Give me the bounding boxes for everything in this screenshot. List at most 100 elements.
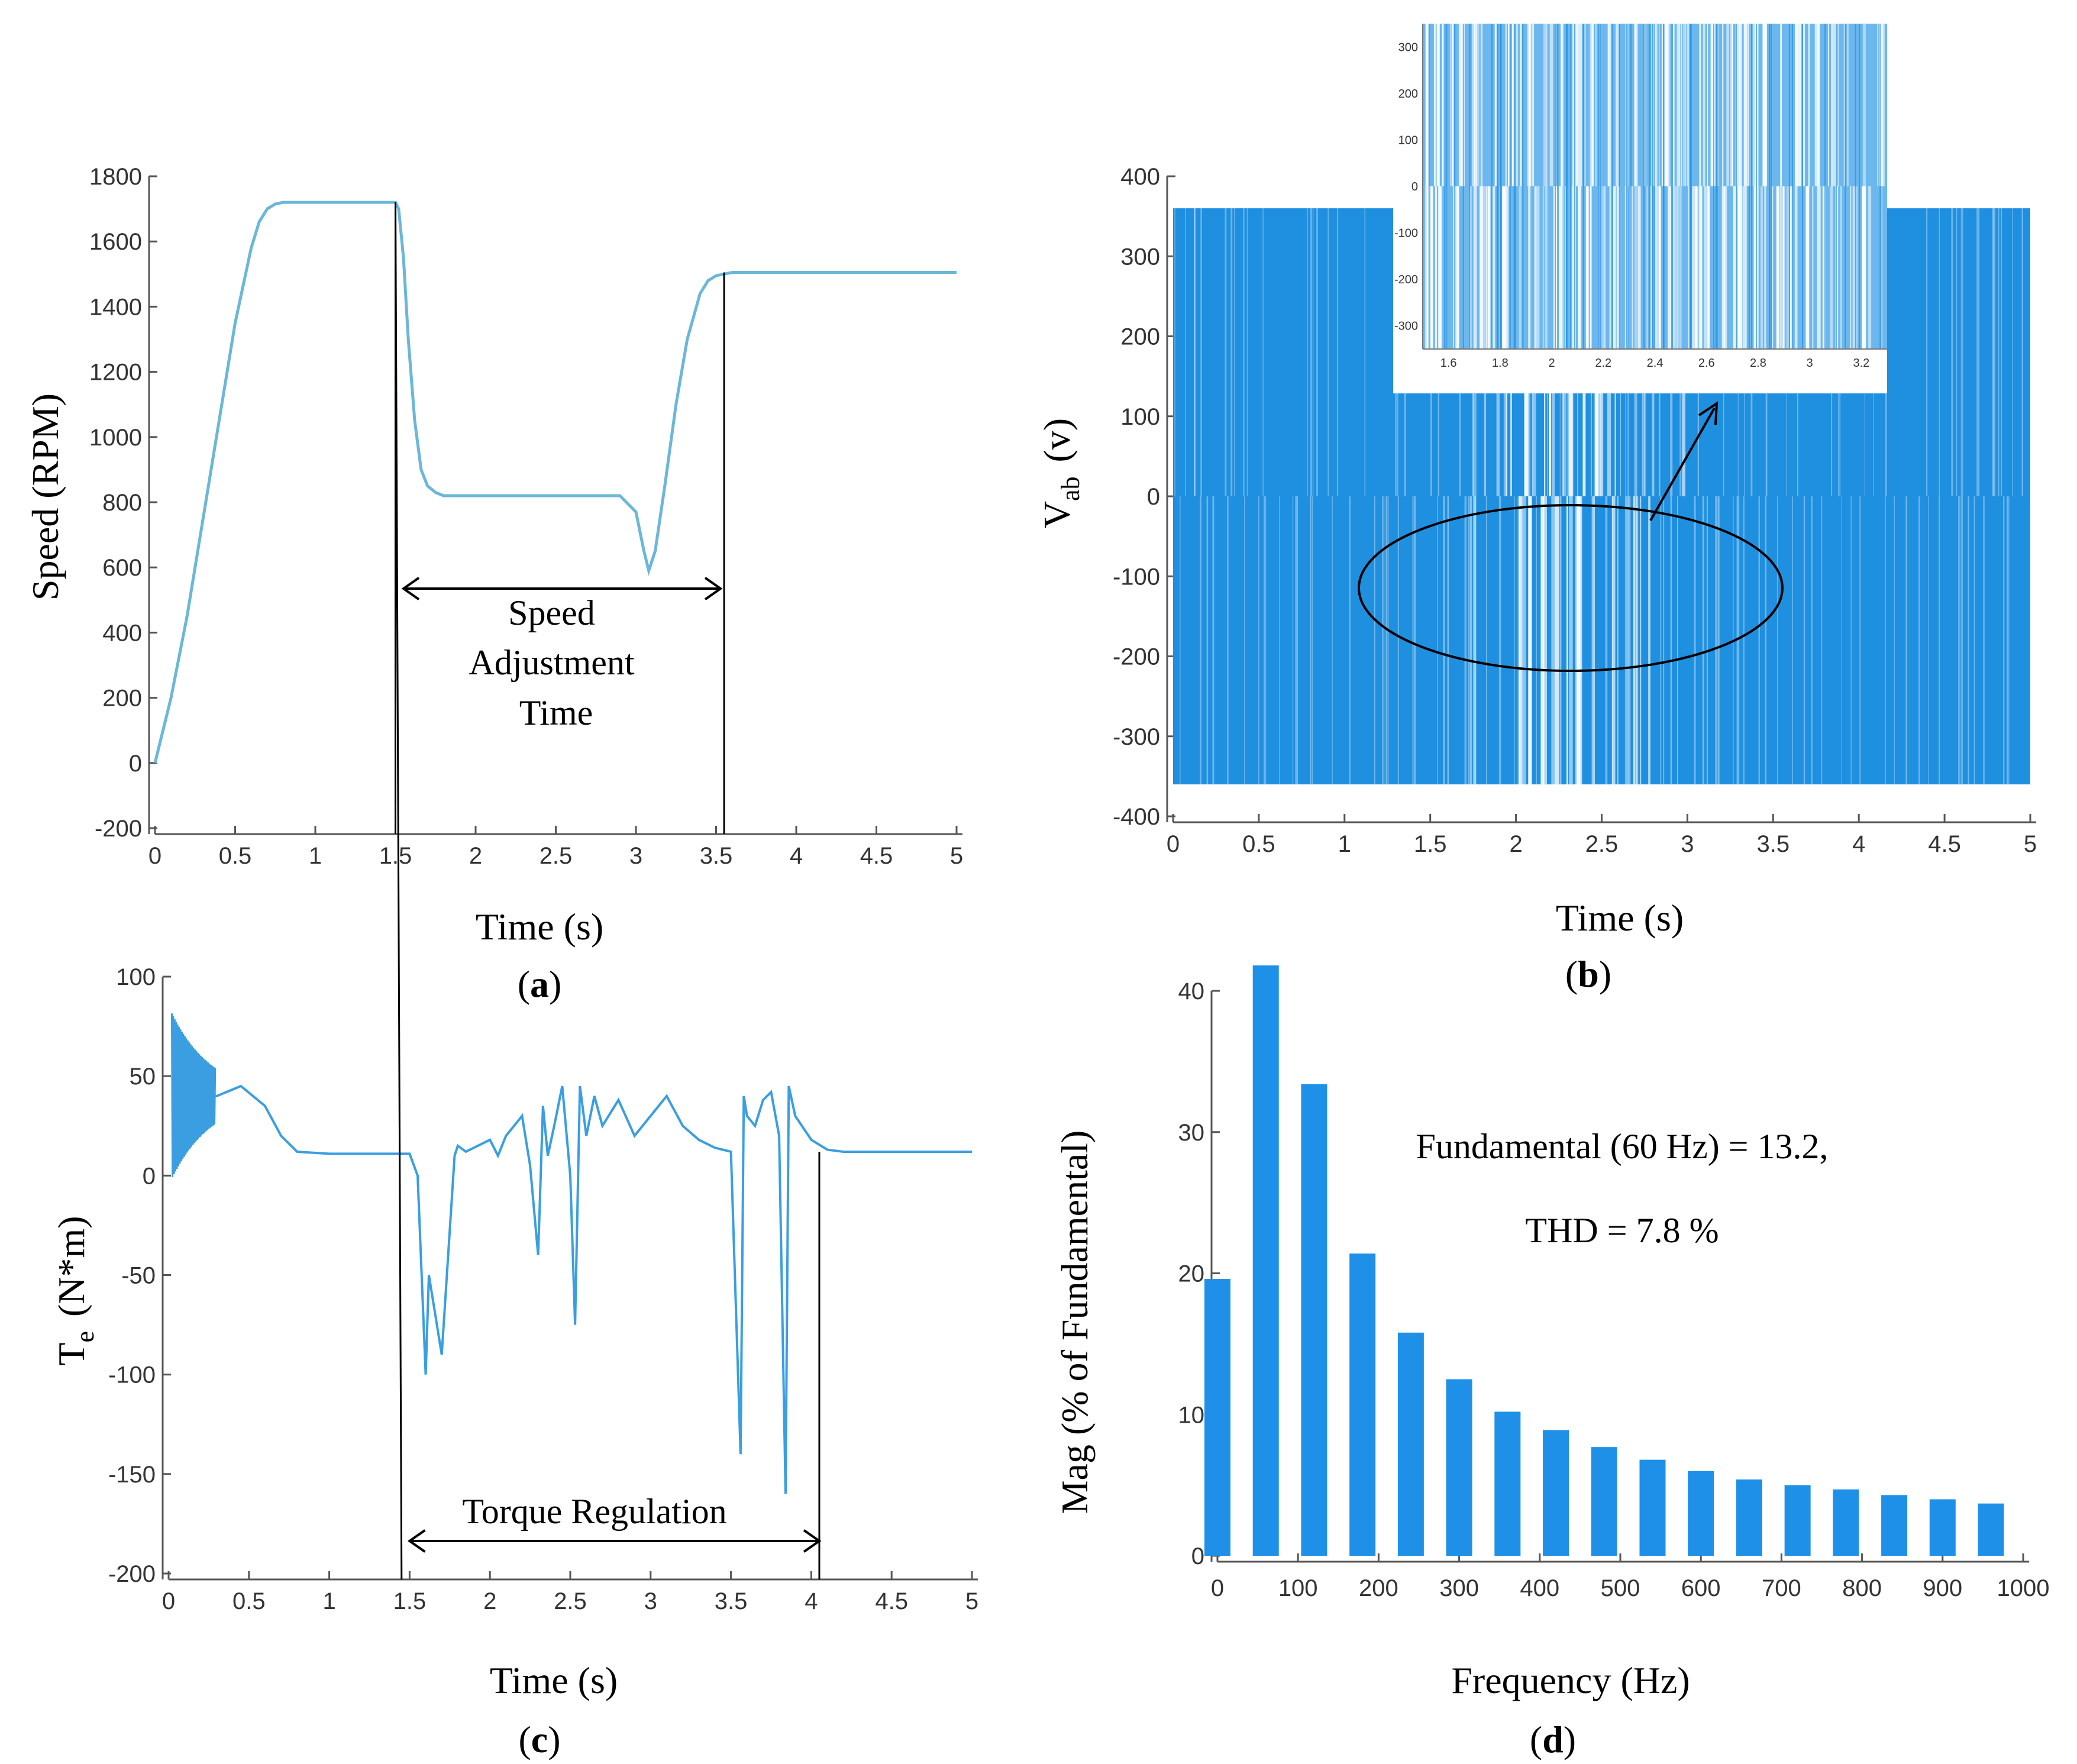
voltage-pwm-gap: [1694, 496, 1696, 784]
voltage-inset-gap: [1578, 186, 1579, 349]
voltage-inset-gap: [1679, 186, 1682, 349]
voltage-inset-pulse: [1570, 24, 1572, 349]
voltage-inset-gap: [1817, 186, 1820, 349]
voltage-y-tick-label: 400: [1120, 164, 1160, 190]
voltage-pwm-gap: [1579, 496, 1582, 784]
voltage-inset-gap: [1650, 186, 1652, 349]
harmonic-bar: [1494, 1411, 1521, 1556]
harmonic-bar: [1784, 1485, 1811, 1556]
panel-d: 0 100 200 300 400 500 600 700 800 900 1000 0 10 20 30 4…: [1054, 965, 2049, 1760]
voltage-pwm-gap: [1234, 208, 1235, 496]
voltage-inset-gap: [1579, 24, 1582, 186]
voltage-inset-gap: [1776, 186, 1779, 349]
harmonic-x-tick-label: 900: [1923, 1575, 1962, 1601]
voltage-inset-gap: [1828, 24, 1830, 186]
torque-y-tick-label: 0: [143, 1163, 156, 1189]
voltage-inset-gap: [1535, 186, 1537, 349]
voltage-inset-gap: [1430, 186, 1432, 349]
voltage-inset-gap: [1480, 186, 1483, 349]
voltage-inset-gap: [1607, 24, 1610, 186]
voltage-inset-y-tick-label: -300: [1394, 320, 1418, 333]
voltage-inset-pulse: [1879, 24, 1881, 349]
voltage-inset-gap: [1672, 186, 1675, 349]
voltage-inset-gap: [1776, 186, 1778, 349]
harmonic-bar: [1736, 1479, 1762, 1556]
voltage-zoom-ellipse: [1358, 504, 1784, 672]
voltage-inset-gap: [1755, 24, 1759, 186]
voltage-pwm-gap: [1337, 208, 1339, 496]
voltage-inset-gap: [1590, 186, 1592, 349]
harmonic-bar: [1929, 1499, 1956, 1556]
voltage-pwm-gap: [1475, 496, 1477, 784]
voltage-pwm-gap: [1522, 496, 1526, 784]
speed-y-tick-label: 600: [102, 555, 142, 581]
voltage-zoom-arrow-shaft: [1649, 408, 1716, 521]
voltage-inset-pulse: [1626, 24, 1627, 349]
torque-y-tick-label: -100: [108, 1362, 156, 1388]
voltage-inset-gap: [1683, 24, 1684, 186]
voltage-pwm-gap: [1617, 496, 1619, 784]
voltage-pwm-gap: [1992, 208, 1994, 496]
voltage-inset-pulse: [1715, 24, 1717, 349]
voltage-inset-gap: [1520, 24, 1522, 186]
torque-x-tick-label: 4: [805, 1588, 818, 1614]
voltage-inset-gap: [1868, 186, 1872, 349]
voltage-inset-gap: [1480, 24, 1483, 186]
caption-b: (b): [1565, 953, 1611, 995]
harmonic-x-tick-label: 500: [1601, 1575, 1640, 1601]
voltage-pwm-gap: [1956, 208, 1958, 496]
voltage-inset-gap: [1863, 186, 1865, 349]
voltage-inset-pulse: [1611, 24, 1613, 349]
voltage-inset-gap: [1576, 24, 1578, 186]
voltage-inset-gap: [1572, 24, 1576, 186]
voltage-inset-gap: [1529, 24, 1532, 186]
torque-x-tick-label: 0.5: [232, 1588, 266, 1614]
voltage-inset-gap: [1745, 186, 1747, 349]
torque-y-tick-label: -200: [108, 1561, 156, 1587]
voltage-inset-gap: [1487, 186, 1491, 349]
voltage-inset-gap: [1780, 24, 1782, 186]
speed-x-tick-label: 3: [629, 843, 642, 869]
voltage-inset-gap: [1847, 24, 1849, 186]
voltage-pwm-gap: [1262, 208, 1264, 496]
voltage-inset-pulse: [1690, 24, 1692, 349]
voltage-inset-pulse: [1643, 24, 1645, 349]
voltage-inset-gap: [1655, 186, 1657, 349]
voltage-pwm-gap: [1737, 496, 1740, 784]
voltage-inset-gap: [1665, 24, 1669, 186]
voltage-inset-gap: [1426, 186, 1429, 349]
voltage-y-tick-label: 200: [1120, 324, 1160, 350]
speed-x-tick-label: 0.5: [219, 843, 252, 869]
voltage-inset-pulse: [1824, 24, 1826, 349]
voltage-pwm-gap: [1939, 208, 1940, 496]
voltage-inset-pulse: [1582, 24, 1584, 349]
voltage-inset-x-tick-label: 2: [1548, 357, 1555, 370]
voltage-inset-gap: [1584, 24, 1586, 186]
voltage-inset-gap: [1519, 186, 1522, 349]
voltage-pwm-gap: [1498, 496, 1501, 784]
voltage-inset-gap: [1840, 186, 1842, 349]
voltage-pwm-gap: [1227, 496, 1229, 784]
voltage-pwm-gap: [1212, 496, 1214, 784]
voltage-inset-gap: [1634, 186, 1638, 349]
voltage-inset-gap: [1742, 186, 1746, 349]
voltage-pwm-gap: [1349, 496, 1351, 784]
voltage-pwm-gap: [1265, 496, 1267, 784]
voltage-pwm-gap: [1382, 496, 1383, 784]
voltage-inset-gap: [1603, 186, 1606, 349]
voltage-pwm-gap: [1605, 496, 1608, 784]
voltage-pwm-gap: [2007, 496, 2008, 784]
voltage-pwm-gap: [1973, 496, 1975, 784]
voltage-pwm-gap: [1200, 208, 1202, 496]
voltage-inset-gap: [1616, 24, 1619, 186]
voltage-inset-pulse: [1653, 24, 1655, 349]
voltage-inset-gap: [1511, 24, 1514, 186]
harmonic-bar: [1446, 1379, 1472, 1556]
voltage-inset-gap: [1529, 24, 1531, 186]
voltage-inset-gap: [1661, 24, 1663, 186]
voltage-pwm-gap: [1566, 496, 1568, 784]
voltage-inset-gap: [1699, 186, 1703, 349]
torque-ylabel: Te (N*m): [50, 1216, 99, 1365]
harmonic-ylabel: Mag (% of Fundamental): [1054, 1130, 1096, 1514]
